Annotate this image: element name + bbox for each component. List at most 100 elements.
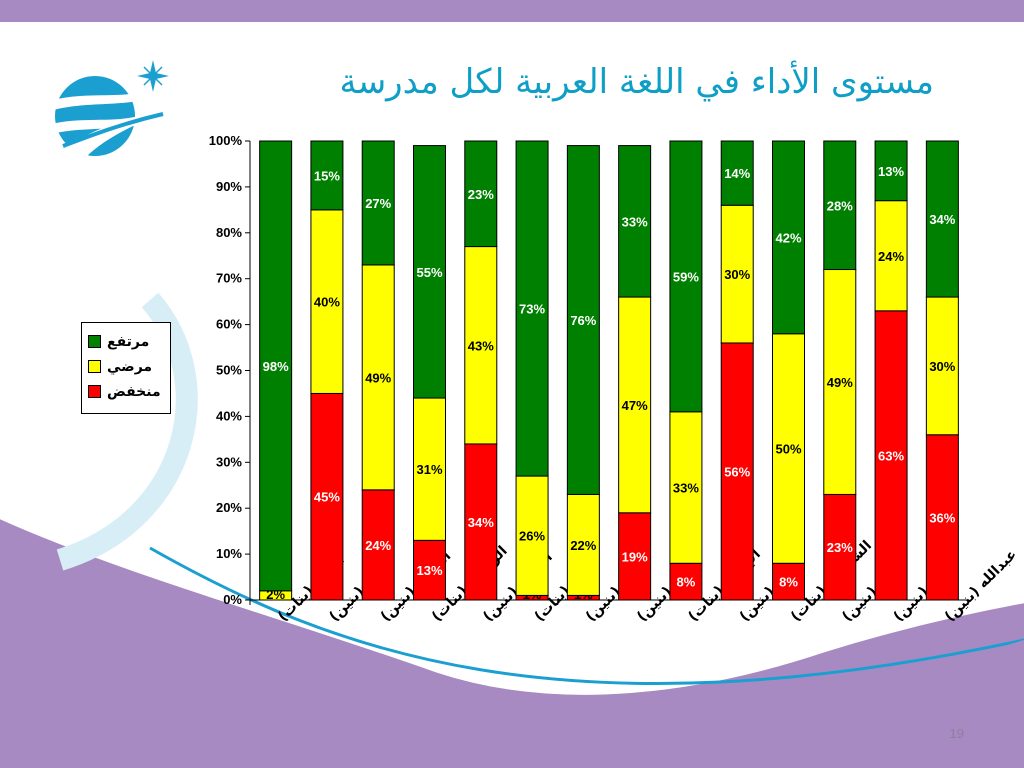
- bar-segment: [823, 269, 857, 495]
- decor-arc: [56, 292, 198, 571]
- bar-segment: [669, 411, 703, 564]
- bar-segment: [413, 397, 446, 541]
- data-label: 31%: [416, 462, 442, 477]
- y-tick-label: 30%: [216, 454, 242, 469]
- y-tick-label: 60%: [216, 317, 242, 332]
- bar-segment: [823, 140, 857, 271]
- data-label: 13%: [416, 563, 442, 578]
- legend-entry: مرضي: [88, 354, 164, 379]
- bar-segment: [720, 342, 754, 601]
- footer-wave-white: [0, 493, 1024, 695]
- bar-segment: [720, 204, 754, 344]
- bar-segment: [361, 140, 395, 266]
- bar-segment: [823, 493, 857, 601]
- data-label: 49%: [827, 375, 853, 390]
- y-tick-label: 100%: [209, 133, 243, 148]
- data-label: 27%: [365, 196, 391, 211]
- data-label: 42%: [775, 230, 801, 245]
- header-band: [0, 0, 1024, 22]
- bar-segment: [310, 392, 344, 601]
- bar-segment: [464, 140, 498, 248]
- data-label: 24%: [878, 249, 904, 264]
- data-label: 22%: [570, 538, 596, 553]
- bar-segment: [925, 296, 959, 436]
- data-label: 28%: [827, 198, 853, 213]
- y-tick-label: 90%: [216, 179, 242, 194]
- data-label: 49%: [365, 370, 391, 385]
- y-tick-label: 10%: [216, 546, 242, 561]
- bar-segment: [874, 140, 908, 202]
- bar-segment: [669, 140, 703, 413]
- data-label: 34%: [468, 515, 494, 530]
- bar-segment: [566, 145, 600, 495]
- legend-swatch: [88, 360, 101, 373]
- data-label: 13%: [878, 164, 904, 179]
- chart-legend: مرتفع مرضي منخفض: [81, 322, 171, 414]
- data-label: 15%: [314, 168, 340, 183]
- bar-segment: [361, 264, 395, 491]
- y-tick-label: 20%: [216, 500, 242, 515]
- data-label: 98%: [263, 359, 289, 374]
- bar-segment: [515, 475, 549, 596]
- footer-swoosh: [149, 546, 1024, 685]
- data-label: 24%: [365, 538, 391, 553]
- y-tick-label: 70%: [216, 271, 242, 286]
- bar-segment: [618, 296, 652, 514]
- data-label: 34%: [929, 212, 955, 227]
- bar-segment: [310, 209, 344, 394]
- data-label: 40%: [314, 295, 340, 310]
- data-label: 33%: [673, 481, 699, 496]
- data-label: 26%: [519, 529, 545, 544]
- legend-swatch: [88, 385, 101, 398]
- data-label: 23%: [827, 540, 853, 555]
- data-label: 50%: [775, 442, 801, 457]
- data-label: 45%: [314, 490, 340, 505]
- slide-title: مستوى الأداء في اللغة العربية لكل مدرسة: [339, 62, 934, 102]
- data-label: 23%: [468, 187, 494, 202]
- legend-entry: منخفض: [88, 379, 164, 404]
- data-label: 55%: [416, 265, 442, 280]
- globe-star-logo-icon: [51, 60, 170, 158]
- data-label: 30%: [929, 359, 955, 374]
- bar-segment: [259, 140, 293, 592]
- data-label: 36%: [929, 510, 955, 525]
- bar-segment: [310, 140, 344, 211]
- data-label: 73%: [519, 302, 545, 317]
- globe-star-logo: [51, 60, 170, 158]
- legend-entry: مرتفع: [88, 329, 164, 354]
- page-number: 19: [949, 726, 964, 741]
- data-label: 8%: [779, 575, 798, 590]
- y-tick-label: 50%: [216, 363, 242, 378]
- bar-segment: [720, 140, 754, 206]
- data-label: 19%: [622, 549, 648, 564]
- y-tick-label: 0%: [223, 592, 242, 607]
- data-label: 76%: [570, 313, 596, 328]
- data-label: 59%: [673, 269, 699, 284]
- bar-segment: [772, 140, 805, 335]
- legend-label: منخفض: [107, 383, 161, 400]
- data-label: 30%: [724, 267, 750, 282]
- legend-label: مرتفع: [107, 333, 150, 350]
- bar-segment: [772, 562, 805, 601]
- data-label: 56%: [724, 464, 750, 479]
- data-label: 14%: [724, 166, 750, 181]
- y-tick-label: 40%: [216, 408, 242, 423]
- bar-segment: [413, 539, 446, 601]
- data-label: 33%: [622, 214, 648, 229]
- bar-segment: [361, 489, 395, 601]
- bar-segment: [413, 145, 446, 399]
- y-tick-label: 80%: [216, 225, 242, 240]
- bar-segment: [566, 493, 600, 596]
- bar-segment: [515, 140, 549, 477]
- legend-swatch: [88, 335, 101, 348]
- bar-segment: [925, 140, 959, 298]
- bar-segment: [618, 145, 652, 298]
- data-label: 63%: [878, 448, 904, 463]
- legend-label: مرضي: [107, 358, 153, 375]
- footer-wave-lower: [0, 520, 1024, 768]
- data-label: 47%: [622, 398, 648, 413]
- data-label: 8%: [677, 575, 696, 590]
- data-label: 43%: [468, 338, 494, 353]
